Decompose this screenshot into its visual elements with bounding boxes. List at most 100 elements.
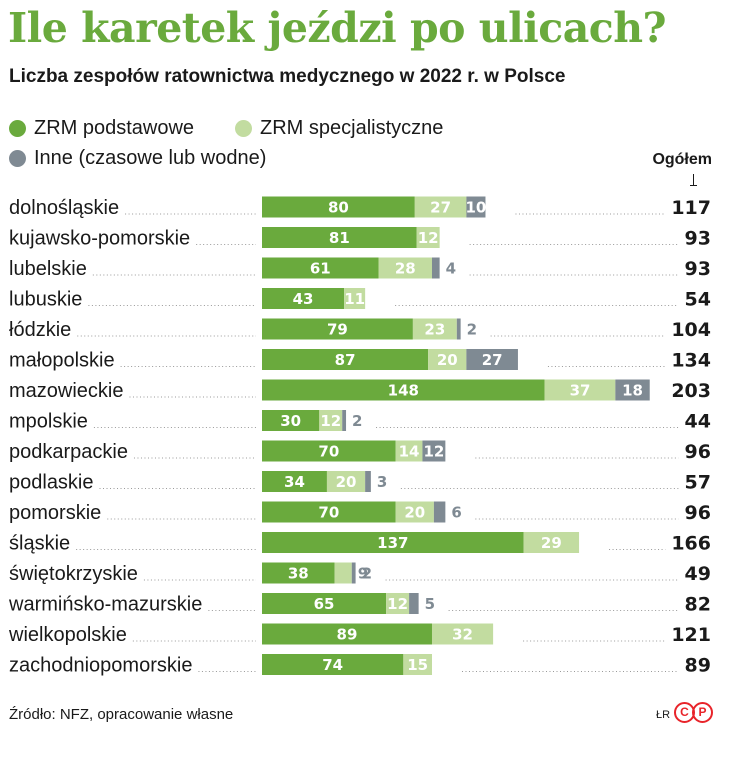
total-value: 134 — [671, 350, 711, 372]
bar-value-label: 20 — [437, 351, 458, 369]
bar-value-label: 70 — [318, 504, 339, 522]
bar-specialist — [395, 501, 434, 523]
legend-swatch-other — [9, 150, 26, 167]
bar-value-label: 12 — [418, 229, 439, 247]
total-value: 49 — [685, 563, 711, 585]
bar-basic — [262, 593, 387, 614]
bar-specialist — [412, 318, 457, 340]
legend-label-basic: ZRM podstawowe — [34, 117, 195, 139]
bar-basic — [262, 196, 415, 218]
bar-value-label: 5 — [425, 595, 435, 613]
region-label: mpolskie — [9, 411, 88, 433]
bar-value-label: 27 — [430, 199, 451, 217]
bar-basic — [262, 532, 524, 553]
bar-basic — [262, 654, 404, 675]
region-label: dolnośląskie — [9, 197, 119, 219]
bar-value-label: 61 — [310, 260, 331, 278]
total-value: 57 — [685, 472, 711, 494]
total-value: 203 — [671, 380, 711, 402]
bar-other — [466, 349, 518, 370]
bar-value-label: 4 — [446, 260, 456, 278]
total-value: 117 — [671, 197, 711, 219]
region-label: małopolskie — [9, 350, 115, 372]
bar-basic — [262, 379, 545, 401]
bar-specialist — [544, 379, 616, 401]
bar-other — [351, 562, 356, 584]
bar-value-label: 2 — [362, 565, 372, 583]
region-label: zachodniopomorskie — [9, 655, 192, 677]
region-label: łódzkie — [9, 319, 71, 341]
bar-value-label: 12 — [423, 443, 444, 461]
bar-specialist — [403, 654, 432, 675]
bar-specialist — [386, 593, 410, 614]
total-value: 96 — [685, 441, 711, 463]
bar-specialist — [326, 471, 366, 492]
bar-basic — [262, 349, 429, 370]
bar-value-label: 9 — [358, 565, 368, 583]
region-label: kujawsko-pomorskie — [9, 228, 190, 250]
legend-swatch-basic — [9, 120, 26, 137]
bar-other — [615, 379, 650, 401]
region-label: podkarpackie — [9, 441, 128, 463]
region-label: świętokrzyskie — [9, 563, 138, 585]
legend-item-specialist: ZRM specjalistyczne — [235, 117, 443, 140]
bar-value-label: 27 — [482, 351, 503, 369]
bar-other — [342, 410, 347, 431]
bar-value-label: 3 — [377, 473, 387, 491]
bar-value-label: 11 — [344, 290, 365, 308]
bar-value-label: 6 — [451, 504, 461, 522]
bar-value-label: 137 — [377, 534, 408, 552]
bar-other — [466, 196, 486, 218]
total-value: 96 — [685, 502, 711, 524]
bar-specialist — [431, 623, 494, 645]
bar-value-label: 89 — [337, 626, 358, 644]
bar-value-label: 20 — [336, 473, 357, 491]
bar-value-label: 2 — [352, 412, 362, 430]
bar-basic — [262, 562, 335, 584]
bar-value-label: 18 — [622, 382, 643, 400]
bar-basic — [262, 227, 417, 248]
bar-value-label: 29 — [541, 534, 562, 552]
bar-value-label: 15 — [407, 656, 428, 674]
bar-value-label: 81 — [329, 229, 350, 247]
bar-other — [433, 501, 446, 523]
region-label: lubelskie — [9, 258, 87, 280]
bar-value-label: 30 — [280, 412, 301, 430]
bar-specialist — [414, 196, 467, 218]
bar-value-label: 79 — [327, 321, 348, 339]
bar-value-label: 23 — [424, 321, 445, 339]
total-value: 121 — [671, 624, 711, 646]
total-header-tick-foot — [690, 185, 697, 186]
bar-basic — [262, 288, 345, 309]
bar-specialist — [395, 440, 423, 462]
total-value: 93 — [685, 228, 711, 250]
legend-swatch-specialist — [235, 120, 252, 137]
bar-value-label: 10 — [465, 199, 486, 217]
total-column-header: Ogółem — [652, 151, 712, 168]
bar-value-label: 28 — [395, 260, 416, 278]
bar-specialist — [344, 288, 366, 309]
source-note: Źródło: NFZ, opracowanie własne — [9, 706, 234, 723]
bar-value-label: 12 — [387, 595, 408, 613]
bar-value-label: 32 — [452, 626, 473, 644]
bar-specialist — [428, 349, 467, 370]
bar-other — [431, 257, 440, 279]
bar-value-label: 87 — [335, 351, 356, 369]
bar-value-label: 43 — [293, 290, 314, 308]
region-label: mazowieckie — [9, 380, 123, 402]
region-label: lubuskie — [9, 289, 82, 311]
region-label: warmińsko-mazurskie — [8, 594, 202, 616]
bar-value-label: 20 — [404, 504, 425, 522]
legend-item-basic: ZRM podstawowe — [9, 117, 194, 140]
legend-label-specialist: ZRM specjalistyczne — [260, 117, 444, 139]
chart-plot: dolnośląskie 80 27 10 117 kujawsko-pomorskie 8… — [8, 196, 711, 677]
chart-title: Ile karetek jeździ po ulicach? — [8, 4, 667, 52]
author-initials: ŁR — [656, 709, 671, 721]
bar-value-label: 65 — [314, 595, 335, 613]
chart-subtitle: Liczba zespołów ratownictwa medycznego w… — [9, 66, 566, 87]
bar-other — [422, 440, 446, 462]
bar-value-label: 70 — [318, 443, 339, 461]
bar-value-label: 37 — [570, 382, 591, 400]
bar-specialist — [416, 227, 440, 248]
bar-value-label: 148 — [388, 382, 419, 400]
